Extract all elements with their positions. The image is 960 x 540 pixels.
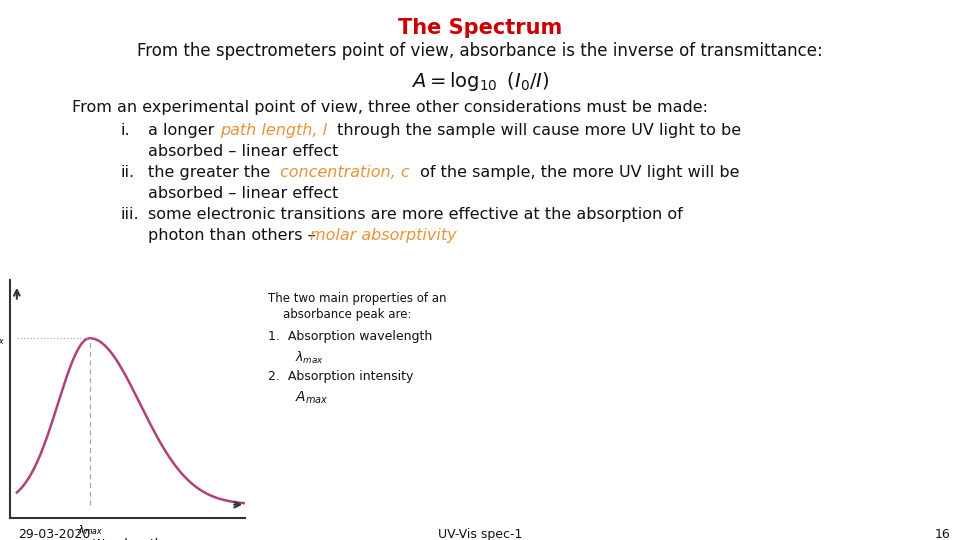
Text: ii.: ii. bbox=[120, 165, 134, 180]
Text: through the sample will cause more UV light to be: through the sample will cause more UV li… bbox=[332, 123, 741, 138]
Text: 16: 16 bbox=[934, 528, 950, 540]
X-axis label: Wavelength: Wavelength bbox=[92, 538, 162, 540]
Text: $\lambda_{max}$: $\lambda_{max}$ bbox=[295, 350, 324, 366]
Text: $A_{max}$: $A_{max}$ bbox=[295, 390, 328, 407]
Text: of the sample, the more UV light will be: of the sample, the more UV light will be bbox=[415, 165, 739, 180]
Text: From an experimental point of view, three other considerations must be made:: From an experimental point of view, thre… bbox=[72, 100, 708, 115]
Text: UV-Vis spec-1: UV-Vis spec-1 bbox=[438, 528, 522, 540]
Text: The Spectrum: The Spectrum bbox=[397, 18, 563, 38]
Text: some electronic transitions are more effective at the absorption of: some electronic transitions are more eff… bbox=[148, 207, 683, 222]
Text: concentration, c: concentration, c bbox=[280, 165, 410, 180]
Text: From the spectrometers point of view, absorbance is the inverse of transmittance: From the spectrometers point of view, ab… bbox=[137, 42, 823, 60]
Text: photon than others –: photon than others – bbox=[148, 228, 321, 243]
Text: path length, l: path length, l bbox=[220, 123, 327, 138]
Text: absorbance peak are:: absorbance peak are: bbox=[268, 308, 412, 321]
Text: 1.  Absorption wavelength: 1. Absorption wavelength bbox=[268, 330, 432, 343]
Text: 29-03-2020: 29-03-2020 bbox=[18, 528, 90, 540]
Text: iii.: iii. bbox=[120, 207, 138, 222]
Text: 2.  Absorption intensity: 2. Absorption intensity bbox=[268, 370, 414, 383]
Text: molar absorptivity: molar absorptivity bbox=[310, 228, 457, 243]
Text: absorbed – linear effect: absorbed – linear effect bbox=[148, 144, 338, 159]
Text: $A = \log_{10}\ (I_0/I)$: $A = \log_{10}\ (I_0/I)$ bbox=[411, 70, 549, 93]
Text: absorbed – linear effect: absorbed – linear effect bbox=[148, 186, 338, 201]
Text: The two main properties of an: The two main properties of an bbox=[268, 292, 446, 305]
Text: i.: i. bbox=[120, 123, 130, 138]
Text: the greater the: the greater the bbox=[148, 165, 276, 180]
Text: a longer: a longer bbox=[148, 123, 220, 138]
